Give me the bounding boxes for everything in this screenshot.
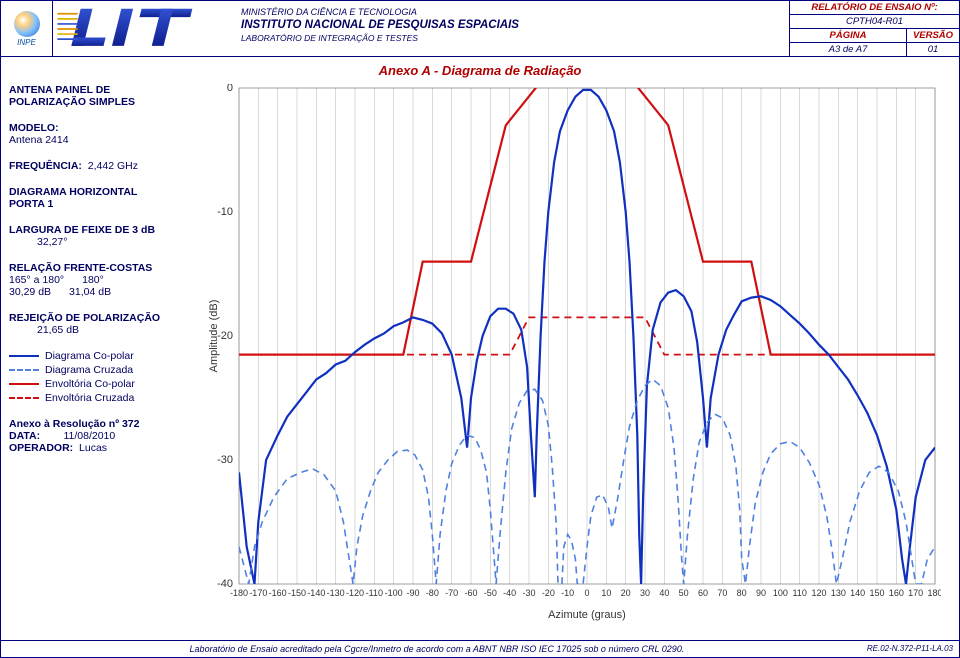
svg-text:-10: -10 bbox=[561, 588, 574, 598]
svg-text:-20: -20 bbox=[542, 588, 555, 598]
svg-text:170: 170 bbox=[908, 588, 923, 598]
inpe-logo: INPE bbox=[1, 1, 53, 56]
svg-text:0: 0 bbox=[227, 84, 233, 94]
svg-text:20: 20 bbox=[621, 588, 631, 598]
svg-text:0: 0 bbox=[584, 588, 589, 598]
svg-text:180: 180 bbox=[927, 588, 941, 598]
svg-text:-50: -50 bbox=[484, 588, 497, 598]
svg-text:-30: -30 bbox=[217, 454, 233, 466]
svg-text:-90: -90 bbox=[406, 588, 419, 598]
svg-text:140: 140 bbox=[850, 588, 865, 598]
svg-text:-30: -30 bbox=[522, 588, 535, 598]
svg-text:50: 50 bbox=[679, 588, 689, 598]
radiation-chart: 0 -10 -20 -30 -40 -180-170-160-150-140-130-12… bbox=[205, 84, 941, 624]
institution-block: MINISTÉRIO DA CIÊNCIA E TECNOLOGIA INSTI… bbox=[233, 1, 789, 56]
sidebar: ANTENA PAINEL DE POLARIZAÇÃO SIMPLES MOD… bbox=[1, 80, 201, 628]
svg-text:160: 160 bbox=[889, 588, 904, 598]
svg-text:10: 10 bbox=[601, 588, 611, 598]
svg-text:-140: -140 bbox=[307, 588, 325, 598]
svg-text:-40: -40 bbox=[503, 588, 516, 598]
svg-text:110: 110 bbox=[792, 588, 806, 598]
svg-text:120: 120 bbox=[811, 588, 826, 598]
svg-text:-10: -10 bbox=[217, 206, 233, 218]
report-info-table: RELATÓRIO DE ENSAIO Nº: CPTH04-R01 PÁGIN… bbox=[789, 1, 959, 56]
svg-text:70: 70 bbox=[717, 588, 727, 598]
svg-text:40: 40 bbox=[659, 588, 669, 598]
svg-text:150: 150 bbox=[869, 588, 884, 598]
svg-text:100: 100 bbox=[773, 588, 788, 598]
svg-text:30: 30 bbox=[640, 588, 650, 598]
svg-text:-180: -180 bbox=[230, 588, 248, 598]
svg-text:60: 60 bbox=[698, 588, 708, 598]
footer: Laboratório de Ensaio acreditado pela Cg… bbox=[1, 640, 959, 657]
legend: Diagrama Co-polar Diagrama Cruzada Envol… bbox=[9, 350, 193, 404]
svg-text:-160: -160 bbox=[269, 588, 287, 598]
lit-logo bbox=[53, 1, 233, 56]
svg-text:-130: -130 bbox=[327, 588, 345, 598]
svg-text:-80: -80 bbox=[426, 588, 439, 598]
svg-text:Amplitude (dB): Amplitude (dB) bbox=[208, 300, 220, 373]
page-title: Anexo A - Diagrama de Radiação bbox=[1, 57, 959, 80]
svg-text:80: 80 bbox=[737, 588, 747, 598]
svg-text:-70: -70 bbox=[445, 588, 458, 598]
svg-text:-150: -150 bbox=[288, 588, 306, 598]
svg-text:130: 130 bbox=[831, 588, 846, 598]
svg-text:-60: -60 bbox=[464, 588, 477, 598]
svg-text:-120: -120 bbox=[346, 588, 364, 598]
svg-text:-170: -170 bbox=[249, 588, 267, 598]
svg-text:-110: -110 bbox=[366, 588, 383, 598]
svg-text:-100: -100 bbox=[385, 588, 403, 598]
svg-text:Azimute (graus): Azimute (graus) bbox=[548, 609, 626, 621]
svg-text:90: 90 bbox=[756, 588, 766, 598]
